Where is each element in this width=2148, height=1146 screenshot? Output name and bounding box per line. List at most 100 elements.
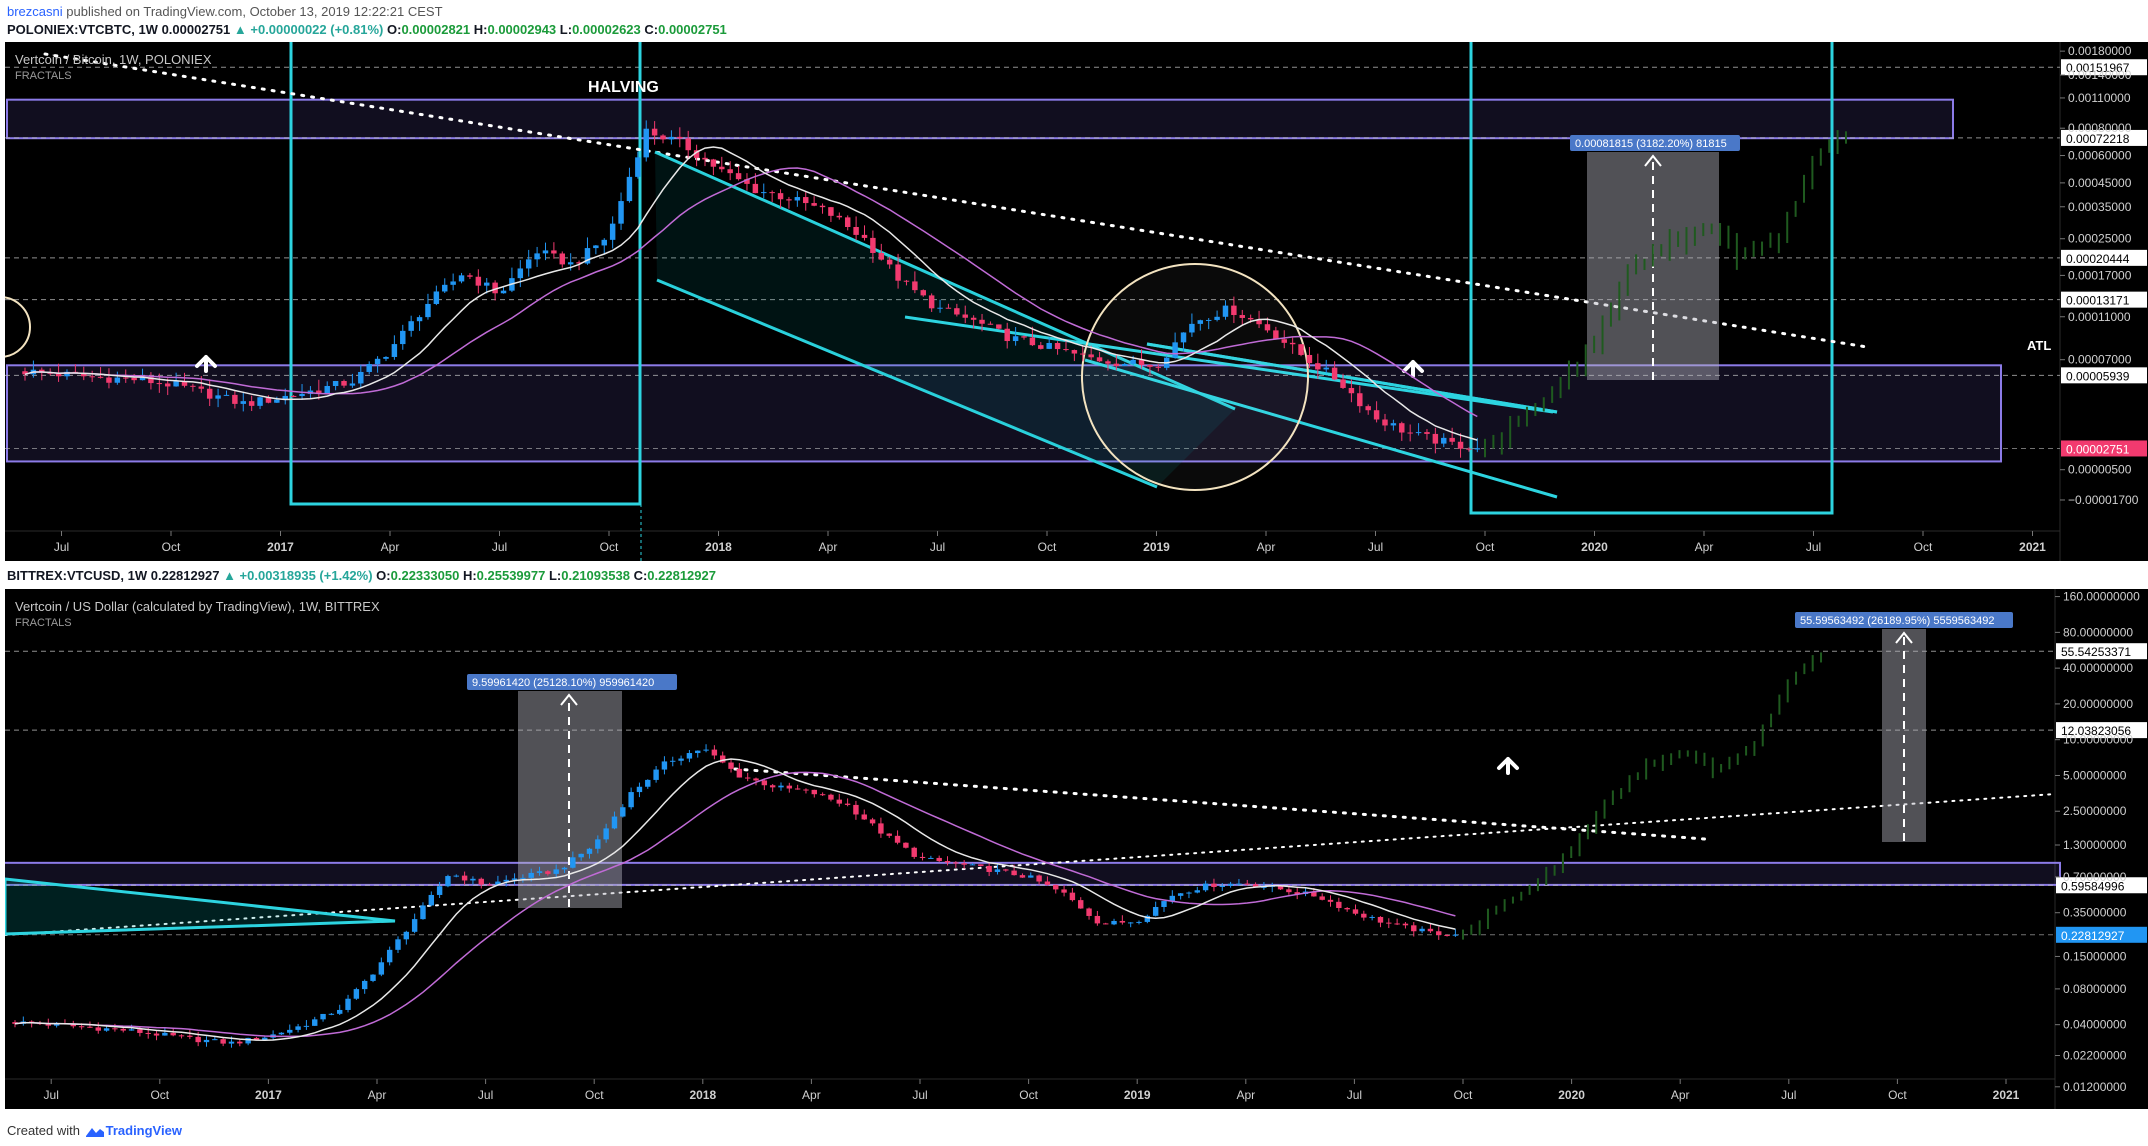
candle-body xyxy=(320,1013,326,1020)
btc-chart-svg[interactable]: 0.00151967 0.00072218 0.00020444 0.00013171… xyxy=(5,42,2148,561)
candle-body xyxy=(1180,332,1187,343)
candle-body xyxy=(341,380,347,386)
candle-body xyxy=(1277,885,1284,890)
last-price-label: 0.22812927 xyxy=(2061,929,2125,943)
candle-body xyxy=(425,303,431,318)
y-tick-label: −0.00001700 xyxy=(2068,493,2139,507)
candle-body xyxy=(1244,883,1250,885)
bottom-symbol[interactable]: BITTREX:VTCUSD, 1W xyxy=(7,568,148,583)
candle-body xyxy=(245,1037,251,1044)
candle-body xyxy=(1327,899,1334,902)
measure-arrow-head xyxy=(560,693,578,706)
candle-body xyxy=(1399,423,1405,433)
candle-body xyxy=(299,393,305,397)
candle-body xyxy=(811,203,817,206)
candle-body xyxy=(1214,316,1220,320)
publisher-text: published on TradingView.com, October 13… xyxy=(62,4,443,19)
usd-chart-pane[interactable]: 55.54253371 12.03823056 0.59584996 160.0000… xyxy=(5,589,2148,1109)
publisher-user[interactable]: brezcasni xyxy=(7,4,63,19)
btc-chart-pane[interactable]: 0.00151967 0.00072218 0.00020444 0.00013171… xyxy=(5,42,2148,561)
candle-body xyxy=(1344,908,1350,910)
candle-body xyxy=(919,856,926,859)
top-symbol[interactable]: POLONIEX:VTCBTC, 1W xyxy=(7,22,158,37)
candle-body xyxy=(1096,357,1103,362)
x-tick-label: 2020 xyxy=(1581,540,1608,554)
candle-body xyxy=(324,385,330,394)
candle-body xyxy=(1036,875,1042,882)
candle-body xyxy=(492,282,498,294)
x-tick-label: Jul xyxy=(1368,540,1383,554)
candle-body xyxy=(416,317,423,322)
candle-body xyxy=(836,215,843,218)
candle-body xyxy=(187,1035,193,1037)
candle-body xyxy=(478,878,484,885)
candle-body xyxy=(1419,928,1425,932)
candle-body xyxy=(1130,359,1136,364)
candle-body xyxy=(645,779,651,787)
candle-body xyxy=(148,377,154,384)
candle-body xyxy=(651,128,658,136)
candle-body xyxy=(878,252,885,260)
candle-body xyxy=(1336,901,1342,909)
candle-body xyxy=(1061,889,1067,893)
candle-body xyxy=(1286,889,1292,893)
candle-body xyxy=(332,380,339,386)
candle-body xyxy=(979,319,985,324)
candle-body xyxy=(81,373,87,377)
candle-body xyxy=(1390,423,1397,426)
candle-body xyxy=(1012,336,1019,342)
candle-body xyxy=(1177,893,1184,896)
candle-body xyxy=(559,253,566,265)
candle-body xyxy=(1028,875,1034,878)
candle-body xyxy=(744,777,751,779)
candle-body xyxy=(461,875,468,881)
x-tick-label: Jul xyxy=(930,540,945,554)
candle-body xyxy=(1369,916,1375,918)
x-tick-label: Jul xyxy=(492,540,507,554)
candle-body xyxy=(1113,363,1120,366)
x-tick-label: Oct xyxy=(1888,1088,1907,1102)
candle-body xyxy=(1186,892,1192,894)
top-low: 0.00002623 xyxy=(572,22,641,37)
candle-body xyxy=(853,226,859,235)
usd-chart-svg[interactable]: 55.54253371 12.03823056 0.59584996 160.0000… xyxy=(5,589,2148,1109)
y-tick-label: 0.00007000 xyxy=(2068,353,2132,367)
x-tick-label: Jul xyxy=(912,1088,927,1102)
y-tick-label: 0.35000000 xyxy=(2063,906,2127,920)
x-tick-label: Apr xyxy=(802,1088,821,1102)
candle-body xyxy=(1094,915,1101,924)
btc-chart-indicator: FRACTALS xyxy=(15,70,72,82)
y-tick-label: 0.00000500 xyxy=(2068,463,2132,477)
candle-body xyxy=(1138,359,1145,365)
candle-body xyxy=(803,197,809,204)
candle-body xyxy=(64,371,70,377)
bottom-last-price: 0.22812927 xyxy=(150,568,220,583)
halving-label: HALVING xyxy=(588,79,659,96)
candle-body xyxy=(442,284,448,292)
candle-body xyxy=(844,803,851,805)
candle-body xyxy=(520,877,526,879)
candle-body xyxy=(1144,915,1151,922)
footer-brand[interactable]: TradingView xyxy=(105,1123,182,1138)
candle-body xyxy=(895,264,901,281)
x-tick-label: Apr xyxy=(381,540,400,554)
y-tick-label: 0.02200000 xyxy=(2063,1049,2127,1063)
candle-body xyxy=(869,819,876,824)
top-close: 0.00002751 xyxy=(658,22,727,37)
candle-body xyxy=(1424,432,1430,434)
x-tick-label: 2021 xyxy=(2019,540,2046,554)
candle-body xyxy=(1444,935,1450,937)
candle-body xyxy=(500,290,507,294)
triangle-pattern xyxy=(5,877,396,936)
candle-body xyxy=(1136,921,1142,923)
candle-body xyxy=(753,778,759,781)
candle-body xyxy=(114,377,121,383)
wedge-lower-line xyxy=(904,315,1554,414)
candle-body xyxy=(1361,913,1367,918)
candle-body xyxy=(1298,344,1304,355)
candle-body xyxy=(628,792,634,808)
candle-body xyxy=(987,323,994,325)
candle-body xyxy=(994,869,1001,872)
candle-body xyxy=(653,769,659,780)
candle-body xyxy=(1252,884,1259,888)
